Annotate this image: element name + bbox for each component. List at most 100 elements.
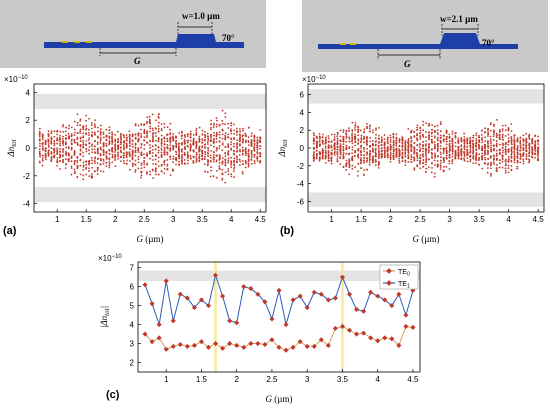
- scatter-point-a-952: [163, 163, 166, 166]
- scatter-point-b-1389: [481, 145, 484, 148]
- series-point-te0-37: [403, 323, 409, 330]
- scatter-point-b-896: [422, 120, 425, 123]
- scatter-point-b-1031: [436, 150, 439, 152]
- scatter-point-b-381: [357, 148, 359, 151]
- scatter-point-a-948: [163, 149, 166, 152]
- scatter-point-a-695: [129, 155, 131, 158]
- scatter-point-b-1624: [510, 141, 513, 144]
- scatter-point-b-503: [372, 160, 375, 162]
- scatter-point-b-1077: [442, 147, 445, 150]
- scatter-point-a-402: [90, 124, 93, 126]
- scatter-point-a-710: [131, 143, 134, 145]
- scatter-point-b-934: [425, 161, 428, 164]
- scatter-point-b-757: [404, 164, 407, 167]
- scatter-point-a-744: [134, 133, 137, 136]
- scatter-point-a-1693: [259, 155, 262, 157]
- scatter-point-b-16: [312, 154, 315, 157]
- scatter-point-b-543: [378, 137, 380, 140]
- scatter-point-a-777: [140, 176, 142, 179]
- scatter-point-b-1751: [525, 141, 528, 144]
- scatter-point-b-189: [333, 139, 336, 141]
- scatter-point-a-410: [91, 131, 94, 134]
- scatter-point-b-387: [359, 129, 362, 132]
- scatter-point-b-1507: [496, 154, 498, 156]
- scatter-point-b-1117: [448, 147, 451, 150]
- scatter-point-a-382: [88, 117, 91, 120]
- scatter-point-a-389: [88, 134, 90, 137]
- scatter-point-b-380: [356, 128, 359, 131]
- scatter-point-b-924: [424, 131, 427, 133]
- scatter-point-b-1630: [510, 130, 513, 132]
- scatter-point-a-898: [155, 173, 157, 176]
- scatter-point-b-1257: [466, 140, 469, 143]
- scatter-point-b-781: [407, 154, 410, 157]
- scatter-point-a-1181: [192, 141, 195, 144]
- scatter-point-a-325: [79, 143, 82, 146]
- scatter-point-b-422: [363, 174, 365, 176]
- scatter-point-b-549: [377, 161, 380, 163]
- scatter-point-a-1648: [253, 149, 256, 152]
- scatter-point-a-173: [59, 153, 61, 156]
- scatter-point-b-287: [345, 133, 348, 136]
- series-point-te1-11: [220, 293, 226, 299]
- x-tick-label-a-2: 2: [113, 215, 118, 224]
- scatter-point-b-434: [366, 122, 368, 125]
- scatter-point-a-1211: [198, 153, 201, 156]
- scatter-point-a-893: [154, 144, 157, 147]
- scatter-point-a-1533: [239, 135, 241, 137]
- scatter-point-b-1037: [440, 166, 442, 168]
- scatter-point-a-1674: [259, 147, 261, 150]
- scatter-point-a-283: [73, 141, 76, 144]
- scatter-point-a-782: [140, 164, 143, 167]
- scatter-point-b-1129: [451, 155, 454, 158]
- scatter-point-a-1327: [213, 160, 215, 163]
- scatter-point-a-1224: [198, 145, 201, 148]
- scatter-point-b-1684: [519, 161, 522, 164]
- scatter-point-b-640: [389, 160, 392, 163]
- scatter-point-b-1846: [537, 151, 540, 154]
- scatter-point-a-1393: [221, 168, 224, 171]
- scatter-point-b-575: [380, 143, 383, 146]
- scatter-point-a-1666: [256, 160, 259, 162]
- scatter-point-a-1091: [181, 148, 184, 151]
- scatter-point-b-231: [339, 139, 342, 142]
- scatter-point-b-1676: [516, 140, 519, 143]
- scatter-point-a-349: [82, 125, 85, 128]
- scatter-point-b-858: [416, 152, 419, 155]
- scatter-point-a-1378: [218, 131, 221, 133]
- series-point-te0-33: [375, 338, 381, 344]
- scatter-point-b-1590: [507, 171, 510, 174]
- scatter-point-a-251: [70, 135, 73, 138]
- scatter-point-b-1612: [510, 153, 513, 156]
- scatter-point-a-1627: [250, 141, 253, 144]
- scatter-point-a-1115: [183, 152, 186, 154]
- scatter-point-a-114: [53, 135, 56, 138]
- series-point-te1-15: [248, 286, 254, 292]
- scatter-point-a-1689: [259, 152, 262, 155]
- scatter-point-b-1796: [531, 137, 534, 140]
- scatter-point-b-280: [345, 163, 348, 166]
- scatter-point-b-358: [354, 151, 357, 154]
- scatter-point-b-870: [419, 143, 421, 145]
- scatter-point-b-952: [428, 150, 430, 153]
- scatter-point-a-909: [157, 156, 160, 159]
- scatter-point-b-856: [416, 129, 418, 131]
- scatter-point-a-235: [68, 154, 70, 157]
- scatter-point-a-1577: [245, 135, 247, 138]
- scatter-point-b-399: [360, 162, 362, 165]
- scatter-point-a-826: [146, 132, 149, 134]
- scatter-point-a-1392: [221, 109, 224, 112]
- scatter-point-b-671: [392, 156, 395, 159]
- scatter-point-a-263: [70, 133, 73, 135]
- scatter-point-b-592: [383, 149, 386, 152]
- scatter-point-b-236: [339, 157, 342, 159]
- scatter-point-a-265: [73, 138, 76, 141]
- scatter-point-b-120: [327, 135, 330, 137]
- scatter-point-b-468: [368, 125, 371, 128]
- series-point-te1-10: [213, 272, 219, 278]
- scatter-point-b-908: [422, 124, 425, 126]
- scatter-point-b-118: [325, 137, 327, 139]
- scatter-point-b-669: [392, 144, 395, 147]
- scatter-point-a-886: [154, 139, 157, 142]
- series-point-te1-1: [149, 301, 155, 307]
